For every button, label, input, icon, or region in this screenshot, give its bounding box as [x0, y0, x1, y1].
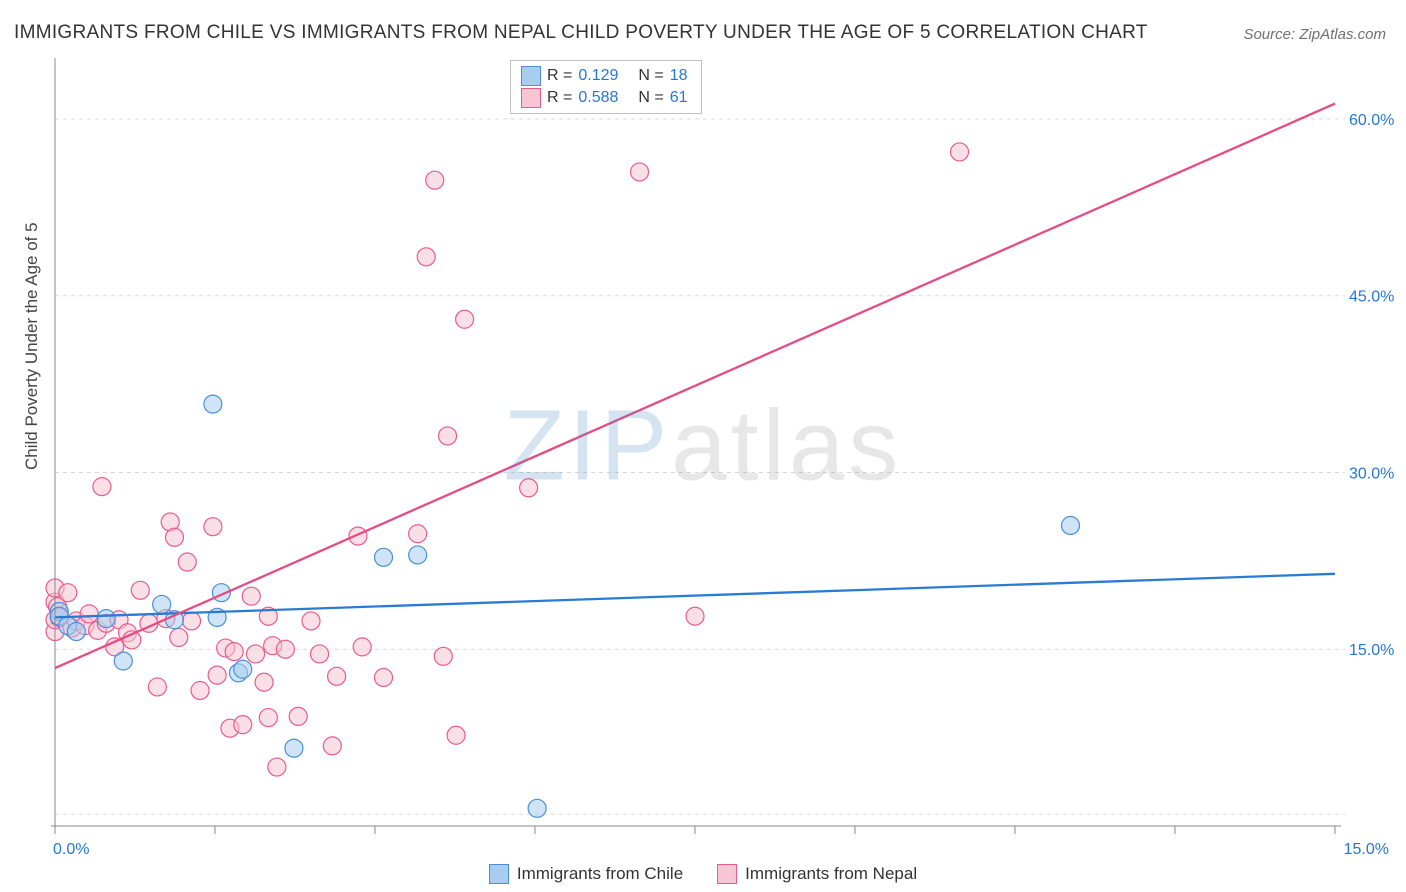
nepal-point [375, 669, 393, 687]
legend-r-label: R = [547, 65, 572, 87]
chart-plot-area: 15.0%30.0%45.0%60.0%0.0%15.0% [55, 58, 1345, 846]
legend-n-label: N = [638, 65, 663, 87]
nepal-regression-line [55, 104, 1335, 668]
legend-label: Immigrants from Nepal [745, 864, 917, 884]
nepal-point [434, 647, 452, 665]
legend-n-label: N = [638, 87, 663, 109]
nepal-point [204, 518, 222, 536]
source-attribution: Source: ZipAtlas.com [1243, 26, 1386, 43]
nepal-point [242, 587, 260, 605]
legend-item: Immigrants from Chile [489, 864, 683, 884]
legend-bottom: Immigrants from Chile Immigrants from Nep… [0, 864, 1406, 884]
legend-swatch [489, 864, 509, 884]
legend-swatch [521, 88, 541, 108]
legend-swatch [521, 66, 541, 86]
nepal-point [631, 163, 649, 181]
nepal-point [302, 612, 320, 630]
nepal-point [170, 628, 188, 646]
chile-point [114, 652, 132, 670]
nepal-point [165, 528, 183, 546]
chile-point [67, 623, 85, 641]
legend-item: Immigrants from Nepal [717, 864, 917, 884]
nepal-point [255, 673, 273, 691]
nepal-point [323, 737, 341, 755]
legend-n-value: 61 [670, 87, 688, 109]
y-tick-label: 15.0% [1349, 642, 1394, 659]
legend-swatch [717, 864, 737, 884]
legend-stat-row: R = 0.588 N = 61 [521, 87, 687, 109]
nepal-point [456, 310, 474, 328]
nepal-point [447, 726, 465, 744]
nepal-point [520, 479, 538, 497]
nepal-point [208, 666, 226, 684]
nepal-point [311, 645, 329, 663]
x-tick-label: 15.0% [1344, 841, 1389, 858]
nepal-point [93, 478, 111, 496]
nepal-point [439, 427, 457, 445]
chile-point [234, 660, 252, 678]
nepal-point [686, 607, 704, 625]
nepal-point [148, 678, 166, 696]
legend-r-value: 0.129 [578, 65, 632, 87]
y-axis-label: Child Poverty Under the Age of 5 [22, 222, 42, 470]
nepal-point [191, 681, 209, 699]
legend-label: Immigrants from Chile [517, 864, 683, 884]
chile-point [528, 799, 546, 817]
chart-title: IMMIGRANTS FROM CHILE VS IMMIGRANTS FROM… [14, 22, 1148, 44]
nepal-point [268, 758, 286, 776]
nepal-point [183, 612, 201, 630]
chile-point [375, 548, 393, 566]
nepal-point [289, 707, 307, 725]
nepal-point [178, 553, 196, 571]
nepal-point [951, 143, 969, 161]
chile-point [409, 546, 427, 564]
nepal-point [276, 640, 294, 658]
nepal-point [131, 581, 149, 599]
nepal-point [59, 584, 77, 602]
nepal-point [259, 709, 277, 727]
chile-point [97, 610, 115, 628]
nepal-point [234, 716, 252, 734]
chile-point [204, 395, 222, 413]
x-tick-label: 0.0% [53, 841, 89, 858]
legend-stats-box: R = 0.129 N = 18 R = 0.588 N = 61 [510, 60, 702, 114]
legend-n-value: 18 [670, 65, 688, 87]
y-tick-label: 45.0% [1349, 289, 1394, 306]
chile-point [153, 595, 171, 613]
chile-point [1061, 516, 1079, 534]
nepal-point [417, 248, 435, 266]
nepal-point [353, 638, 371, 656]
chile-point [285, 739, 303, 757]
legend-r-value: 0.588 [578, 87, 632, 109]
nepal-point [225, 643, 243, 661]
nepal-point [80, 605, 98, 623]
y-tick-label: 60.0% [1349, 112, 1394, 129]
y-tick-label: 30.0% [1349, 465, 1394, 482]
nepal-point [409, 525, 427, 543]
nepal-point [328, 667, 346, 685]
nepal-point [426, 171, 444, 189]
chart-svg: 15.0%30.0%45.0%60.0%0.0%15.0% [55, 58, 1345, 846]
nepal-point [247, 645, 265, 663]
legend-stat-row: R = 0.129 N = 18 [521, 65, 687, 87]
legend-r-label: R = [547, 87, 572, 109]
